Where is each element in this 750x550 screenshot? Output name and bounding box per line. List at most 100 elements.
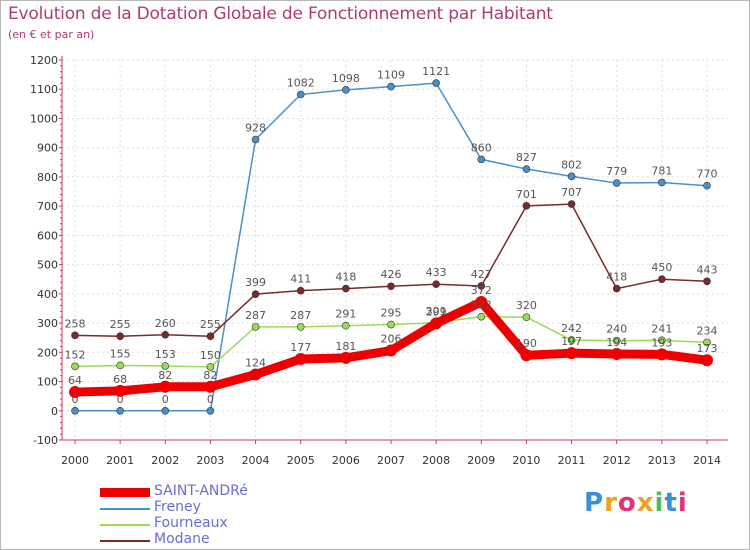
x-tick-label: 2014 [693, 454, 721, 467]
y-tick-label: 800 [37, 171, 58, 184]
data-label-saint-andré: 177 [290, 341, 311, 354]
point-modane [612, 284, 621, 293]
point-fourneaux [251, 323, 260, 331]
point-freney [116, 406, 124, 415]
data-label-fourneaux: 320 [516, 299, 537, 312]
x-tick-label: 2007 [377, 454, 405, 467]
y-tick-label: -100 [33, 434, 58, 447]
data-label-saint-andré: 190 [516, 337, 537, 350]
data-label-fourneaux: 242 [561, 322, 582, 335]
point-freney [567, 172, 576, 181]
y-tick-labels: -100 0 100 200 300 400 500 600 700 800 900 1000 1100… [30, 54, 58, 447]
data-label-saint-andré: 82 [203, 369, 217, 382]
legend-swatch [100, 524, 150, 526]
point-freney [477, 155, 486, 164]
data-label-saint-andré: 206 [381, 333, 402, 346]
data-label-modane: 399 [245, 276, 266, 289]
x-tick-label: 2006 [332, 454, 360, 467]
x-tick-label: 2008 [422, 454, 450, 467]
logo-letter: t [664, 488, 678, 518]
legend-swatch [100, 540, 150, 542]
data-label-saint-andré: 173 [697, 342, 718, 355]
point-saint-andré [655, 348, 668, 361]
point-modane [206, 332, 215, 341]
y-tick-label: 1000 [30, 112, 58, 125]
point-modane [71, 331, 79, 340]
legend-label: SAINT-ANDRé [154, 483, 248, 499]
x-tick-label: 2012 [603, 454, 631, 467]
point-fourneaux [296, 323, 305, 331]
data-label-fourneaux: 152 [65, 348, 86, 361]
point-freney [612, 179, 621, 187]
data-label-fourneaux: 234 [697, 324, 718, 337]
point-saint-andré [249, 368, 262, 381]
x-tick-label: 2005 [287, 454, 315, 467]
point-modane [567, 200, 576, 208]
point-modane [658, 275, 666, 284]
point-saint-andré [701, 354, 713, 367]
legend-label: Modane [154, 531, 210, 547]
point-saint-andré [385, 344, 397, 357]
data-label-modane: 427 [471, 268, 492, 281]
data-label-modane: 418 [335, 271, 356, 284]
y-tick-label: 400 [37, 288, 58, 301]
data-label-fourneaux: 287 [245, 309, 266, 322]
data-label-fourneaux: 295 [381, 307, 402, 320]
point-saint-andré [69, 386, 81, 399]
point-modane [296, 286, 305, 295]
logo-letter: i [654, 488, 665, 518]
point-fourneaux [567, 336, 576, 344]
data-label-freney: 1109 [377, 69, 405, 82]
axes [59, 56, 728, 444]
point-freney [387, 82, 395, 91]
point-saint-andré [610, 348, 623, 361]
point-fourneaux [612, 336, 621, 345]
data-label-saint-andré: 194 [606, 336, 627, 349]
point-fourneaux [387, 320, 395, 329]
data-label-fourneaux: 301 [426, 305, 447, 318]
point-modane [251, 290, 260, 298]
data-label-fourneaux: 155 [110, 347, 131, 360]
x-tick-labels: 2000 2001 2002 2003 2004 2005 2006 2007 2008 2009… [61, 454, 721, 467]
point-saint-andré [159, 380, 172, 393]
logo-letter: r [604, 488, 618, 518]
data-label-modane: 426 [381, 268, 402, 281]
data-label-saint-andré: 68 [113, 373, 127, 386]
data-label-modane: 418 [606, 271, 627, 284]
data-label-modane: 255 [200, 318, 221, 331]
data-label-modane: 707 [561, 186, 582, 199]
data-label-saint-andré: 64 [68, 374, 82, 387]
point-saint-andré [565, 347, 578, 360]
point-freney [432, 79, 440, 87]
data-label-freney: 0 [207, 393, 214, 406]
chart-subtitle: (en € et par an) [8, 28, 95, 41]
data-label-freney: 1098 [332, 72, 360, 85]
point-modane [161, 330, 170, 339]
y-tick-label: 500 [37, 259, 58, 272]
series-lines [69, 79, 713, 415]
point-modane [116, 332, 124, 341]
data-label-freney: 781 [651, 164, 672, 177]
data-label-freney: 1121 [422, 65, 450, 78]
point-modane [432, 280, 440, 289]
data-label-saint-andré: 124 [245, 357, 266, 370]
data-labels: 0 0 0 0 928 1082 1098 1109 1121 860 827 802 779 781 77… [65, 65, 718, 406]
x-tick-label: 2010 [512, 454, 540, 467]
point-saint-andré [520, 349, 533, 362]
legend-swatch [100, 508, 150, 510]
data-label-saint-andré: 197 [561, 335, 582, 348]
data-label-freney: 0 [117, 393, 124, 406]
point-freney [296, 90, 305, 99]
data-label-modane: 260 [155, 317, 176, 330]
x-tick-label: 2011 [558, 454, 586, 467]
y-tick-label: 1100 [30, 83, 58, 96]
data-label-saint-andré: 181 [335, 340, 356, 353]
point-modane [703, 277, 711, 286]
point-modane [342, 284, 350, 293]
data-label-fourneaux: 150 [200, 349, 221, 362]
x-tick-label: 2003 [196, 454, 224, 467]
y-tick-label: 700 [37, 200, 58, 213]
x-tick-label: 2001 [106, 454, 134, 467]
point-fourneaux [703, 338, 711, 347]
